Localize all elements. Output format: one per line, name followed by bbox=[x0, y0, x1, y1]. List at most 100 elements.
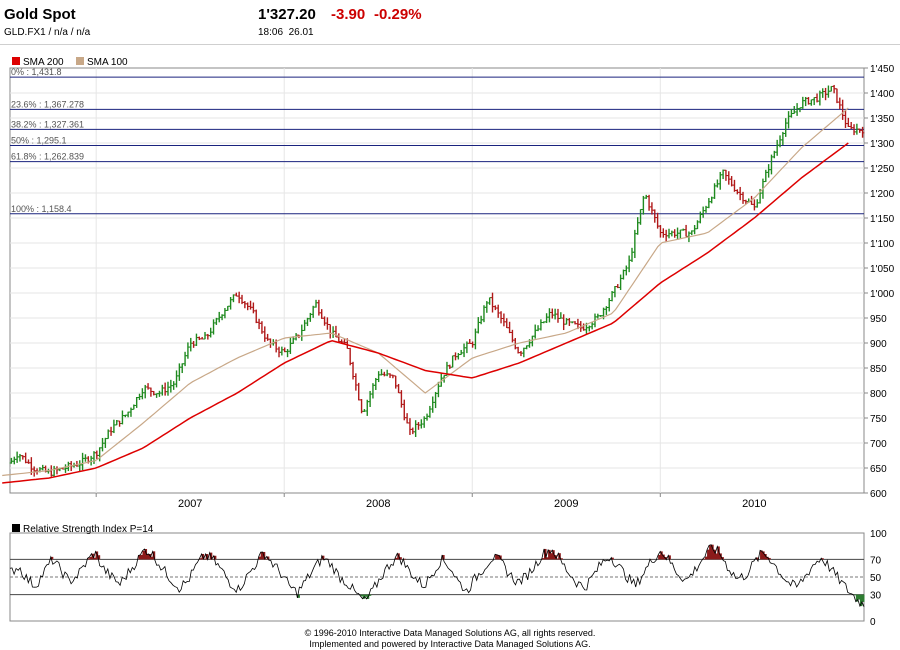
copyright-footer: © 1996-2010 Interactive Data Managed Sol… bbox=[0, 628, 900, 650]
rsi-overbought-fill bbox=[717, 546, 720, 560]
rsi-overbought-fill bbox=[95, 551, 99, 560]
y-tick-label: 900 bbox=[870, 339, 887, 350]
legend-swatch-sma100 bbox=[76, 57, 84, 65]
rsi-y-tick-label: 100 bbox=[870, 529, 887, 540]
rsi-y-tick-label: 0 bbox=[870, 617, 876, 628]
rsi-overbought-fill bbox=[550, 553, 553, 560]
footer-copyright-line: © 1996-2010 Interactive Data Managed Sol… bbox=[304, 628, 596, 638]
rsi-overbought-fill bbox=[150, 556, 154, 560]
rsi-overbought-fill bbox=[660, 551, 663, 560]
rsi-overbought-fill bbox=[556, 558, 559, 560]
y-tick-label: 1'150 bbox=[870, 214, 895, 225]
price-chart: 6006507007508008509009501'0001'0501'1001… bbox=[2, 57, 895, 628]
quote-date-value: 26.01 bbox=[288, 27, 314, 38]
rsi-title: Relative Strength Index P=14 bbox=[23, 524, 154, 535]
x-tick-label: 2007 bbox=[178, 498, 202, 510]
rsi-overbought-fill bbox=[258, 556, 262, 560]
rsi-overbought-fill bbox=[755, 557, 759, 560]
last-price: 1'327.20 bbox=[258, 6, 316, 23]
rsi-overbought-fill bbox=[399, 557, 402, 560]
rsi-oversold-fill bbox=[855, 594, 859, 602]
rsi-overbought-fill bbox=[97, 555, 101, 560]
rsi-oversold-fill bbox=[364, 594, 368, 597]
rsi-overbought-fill bbox=[766, 556, 769, 560]
fib-level-label: 38.2% : 1,327.361 bbox=[11, 119, 84, 129]
y-tick-label: 850 bbox=[870, 364, 887, 375]
x-tick-label: 2008 bbox=[366, 498, 390, 510]
price-change: -3.90 bbox=[331, 6, 366, 23]
rsi-overbought-fill bbox=[495, 554, 498, 560]
rsi-overbought-fill bbox=[709, 545, 712, 560]
rsi-oversold-fill bbox=[362, 594, 366, 599]
rsi-oversold-fill bbox=[360, 594, 364, 597]
rsi-oversold-fill bbox=[857, 594, 861, 600]
y-tick-label: 1'200 bbox=[870, 189, 895, 200]
legend-label-sma200: SMA 200 bbox=[23, 57, 64, 68]
rsi-overbought-fill bbox=[140, 554, 143, 560]
rsi-overbought-fill bbox=[764, 553, 767, 560]
rsi-overbought-fill bbox=[144, 549, 148, 560]
y-tick-label: 800 bbox=[870, 389, 887, 400]
legend-swatch-sma200 bbox=[12, 57, 20, 65]
rsi-overbought-fill bbox=[199, 558, 203, 560]
fib-level-label: 100% : 1,158.4 bbox=[11, 204, 72, 214]
main-plot-frame bbox=[9, 67, 865, 494]
fib-level-label: 23.6% : 1,367.278 bbox=[11, 99, 84, 109]
x-tick-label: 2010 bbox=[742, 498, 766, 510]
rsi-overbought-fill bbox=[50, 556, 54, 560]
rsi-overbought-fill bbox=[821, 558, 824, 560]
rsi-overbought-fill bbox=[560, 558, 563, 560]
rsi-oversold-fill bbox=[861, 594, 865, 602]
rsi-overbought-fill bbox=[715, 553, 718, 560]
footer-powered-line: Implemented and powered by Interactive D… bbox=[309, 639, 591, 649]
rsi-overbought-fill bbox=[403, 558, 406, 560]
rsi-overbought-fill bbox=[93, 557, 97, 560]
y-tick-label: 1'000 bbox=[870, 289, 895, 300]
rsi-overbought-fill bbox=[146, 554, 150, 560]
sma100-line bbox=[2, 107, 849, 477]
y-tick-label: 700 bbox=[870, 439, 887, 450]
fib-level-label: 50% : 1,295.1 bbox=[11, 135, 67, 145]
rsi-overbought-fill bbox=[611, 557, 614, 560]
rsi-overbought-fill bbox=[768, 557, 771, 560]
rsi-legend-swatch bbox=[12, 524, 20, 532]
rsi-overbought-fill bbox=[705, 556, 708, 560]
rsi-overbought-fill bbox=[260, 552, 264, 560]
legend-label-sma100: SMA 100 bbox=[87, 57, 128, 68]
fib-level-label: 61.8% : 1,262.839 bbox=[11, 152, 84, 162]
rsi-overbought-fill bbox=[142, 550, 146, 560]
quote-time: 18:06 26.01 bbox=[258, 27, 314, 38]
symbol-line: GLD.FX1 / n/a / n/a bbox=[4, 27, 91, 38]
rsi-overbought-fill bbox=[760, 550, 763, 560]
rsi-overbought-fill bbox=[541, 558, 545, 560]
rsi-y-tick-label: 30 bbox=[870, 591, 882, 602]
rsi-oversold-fill bbox=[368, 594, 372, 596]
rsi-overbought-fill bbox=[548, 549, 551, 560]
y-tick-label: 650 bbox=[870, 464, 887, 475]
rsi-overbought-fill bbox=[552, 550, 555, 560]
rsi-overbought-fill bbox=[702, 558, 706, 560]
price-change-percent: -0.29% bbox=[374, 6, 422, 23]
quote-header: Gold Spot GLD.FX1 / n/a / n/a 1'327.20 -… bbox=[0, 0, 900, 45]
y-tick-label: 1'050 bbox=[870, 264, 895, 275]
rsi-overbought-fill bbox=[213, 555, 217, 560]
rsi-overbought-fill bbox=[266, 556, 270, 560]
rsi-overbought-fill bbox=[203, 558, 207, 560]
rsi-overbought-fill bbox=[721, 557, 724, 560]
rsi-overbought-fill bbox=[658, 554, 661, 560]
rsi-line bbox=[9, 544, 865, 608]
y-tick-label: 1'350 bbox=[870, 114, 895, 125]
y-tick-label: 1'250 bbox=[870, 164, 895, 175]
quote-time-value: 18:06 bbox=[258, 27, 284, 38]
rsi-overbought-fill bbox=[662, 554, 665, 560]
y-tick-label: 750 bbox=[870, 414, 887, 425]
y-tick-label: 1'400 bbox=[870, 89, 895, 100]
rsi-overbought-fill bbox=[138, 555, 141, 560]
instrument-name: Gold Spot bbox=[4, 6, 76, 23]
rsi-oversold-fill bbox=[853, 594, 857, 596]
rsi-overbought-fill bbox=[711, 544, 714, 560]
rsi-overbought-fill bbox=[497, 554, 500, 560]
rsi-overbought-fill bbox=[442, 555, 445, 560]
rsi-overbought-fill bbox=[707, 549, 710, 560]
rsi-overbought-fill bbox=[87, 558, 90, 560]
